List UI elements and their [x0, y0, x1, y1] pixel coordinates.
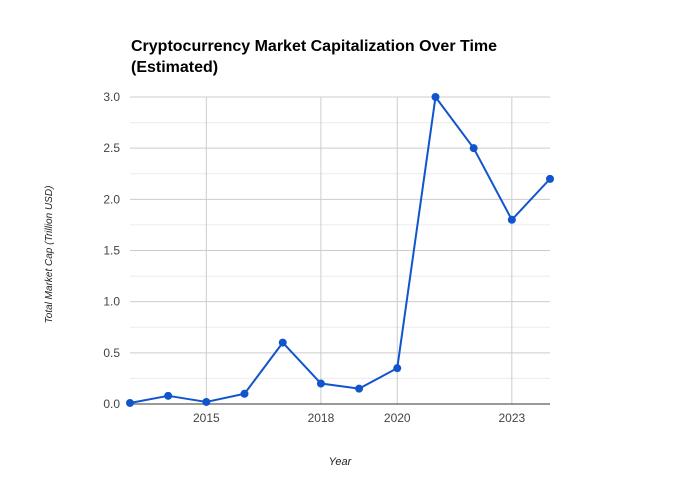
- data-point: [546, 174, 554, 183]
- x-tick-label: 2018: [308, 411, 335, 425]
- data-point: [431, 93, 440, 101]
- data-point: [393, 364, 402, 373]
- data-point: [469, 144, 478, 153]
- data-point: [316, 379, 325, 388]
- grid-layer: [130, 96, 550, 404]
- y-axis-label: Total Market Cap (Trillion USD): [44, 186, 55, 324]
- data-point: [126, 398, 134, 407]
- data-point: [278, 338, 287, 347]
- x-axis-label: Year: [329, 456, 353, 468]
- data-point: [507, 215, 516, 224]
- y-tick-label: 0.5: [103, 346, 120, 360]
- chart-title: Cryptocurrency Market Capitalization Ove…: [131, 38, 498, 76]
- data-point: [202, 397, 211, 406]
- y-tick-label: 3.0: [103, 90, 120, 104]
- tick-layer: 0.0 0.5 1.0 1.5 2.0 2.5 3.0 2015 2018 2020 2023: [103, 90, 525, 425]
- y-tick-label: 2.0: [103, 192, 120, 206]
- y-tick-label: 1.0: [103, 295, 120, 309]
- series-layer: [129, 96, 551, 404]
- series-line: [129, 96, 551, 404]
- x-tick-label: 2023: [498, 411, 525, 425]
- y-tick-label: 1.5: [103, 244, 120, 258]
- y-tick-label: 2.5: [103, 141, 120, 155]
- data-point: [164, 391, 173, 400]
- data-point: [240, 389, 249, 398]
- data-point: [355, 384, 364, 393]
- point-layer: [126, 93, 554, 407]
- y-tick-label: 0.0: [103, 397, 120, 411]
- x-tick-label: 2020: [384, 411, 411, 425]
- x-tick-label: 2015: [193, 411, 220, 425]
